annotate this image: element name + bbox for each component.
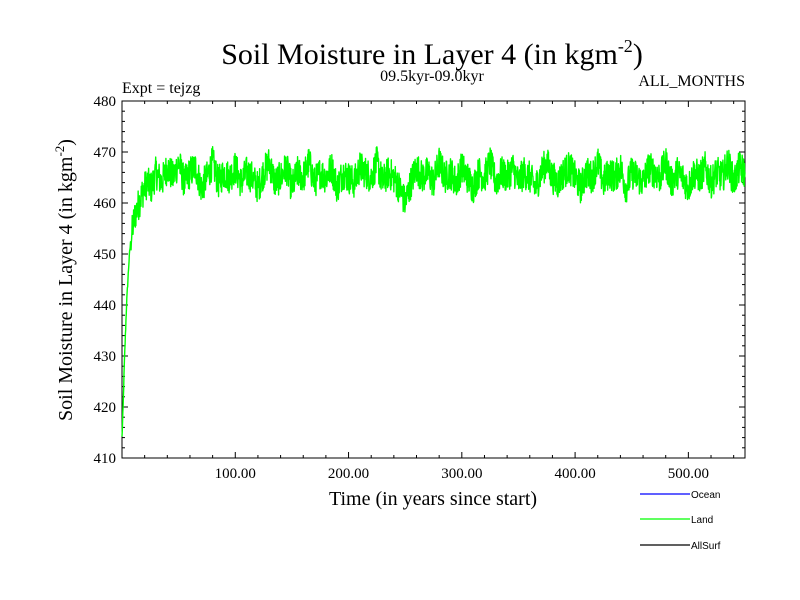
legend-label-allsurf: AllSurf bbox=[691, 541, 721, 552]
y-axis-label-end: ) bbox=[55, 139, 77, 146]
y-tick-label: 450 bbox=[94, 247, 117, 263]
y-tick-label: 480 bbox=[94, 94, 117, 110]
x-tick-label: 500.00 bbox=[668, 466, 709, 482]
period-label: 09.5kyr-09.0kyr bbox=[380, 68, 484, 85]
series-layer bbox=[121, 145, 746, 437]
x-axis-label: Time (in years since start) bbox=[329, 488, 537, 510]
chart-title: Soil Moisture in Layer 4 (in kgm-2) bbox=[221, 36, 643, 71]
expt-label: Expt = tejzg bbox=[122, 80, 200, 97]
x-axis-ticks: 100.00 200.00 300.00 400.00 500.00 bbox=[144, 101, 735, 482]
y-tick-label: 460 bbox=[94, 196, 117, 212]
y-tick-label: 410 bbox=[94, 451, 117, 467]
y-tick-label: 430 bbox=[94, 349, 117, 365]
months-label: ALL_MONTHS bbox=[638, 73, 745, 90]
y-tick-label: 470 bbox=[94, 145, 117, 161]
x-tick-label: 200.00 bbox=[328, 466, 369, 482]
y-tick-label: 440 bbox=[94, 298, 117, 314]
y-axis-ticks: 410 420 430 440 450 460 470 480 bbox=[94, 94, 745, 467]
x-tick-label: 300.00 bbox=[441, 466, 482, 482]
series-line-land bbox=[121, 145, 746, 437]
plot-frame bbox=[121, 100, 746, 459]
x-tick-label: 400.00 bbox=[554, 466, 595, 482]
y-tick-label: 420 bbox=[94, 400, 117, 416]
chart-title-end: ) bbox=[633, 38, 643, 71]
legend-label-ocean: Ocean bbox=[691, 490, 720, 501]
x-tick-label: 100.00 bbox=[215, 466, 256, 482]
y-axis-label-superscript: -2 bbox=[52, 146, 67, 157]
chart-title-main: Soil Moisture in Layer 4 (in kgm bbox=[221, 38, 618, 71]
y-axis-label: Soil Moisture in Layer 4 (in kgm-2) bbox=[52, 139, 77, 421]
y-axis-label-main: Soil Moisture in Layer 4 (in kgm bbox=[55, 156, 77, 421]
legend-label-land: Land bbox=[691, 515, 713, 526]
chart-title-superscript: -2 bbox=[618, 36, 633, 56]
legend: Ocean Land AllSurf bbox=[640, 490, 721, 552]
